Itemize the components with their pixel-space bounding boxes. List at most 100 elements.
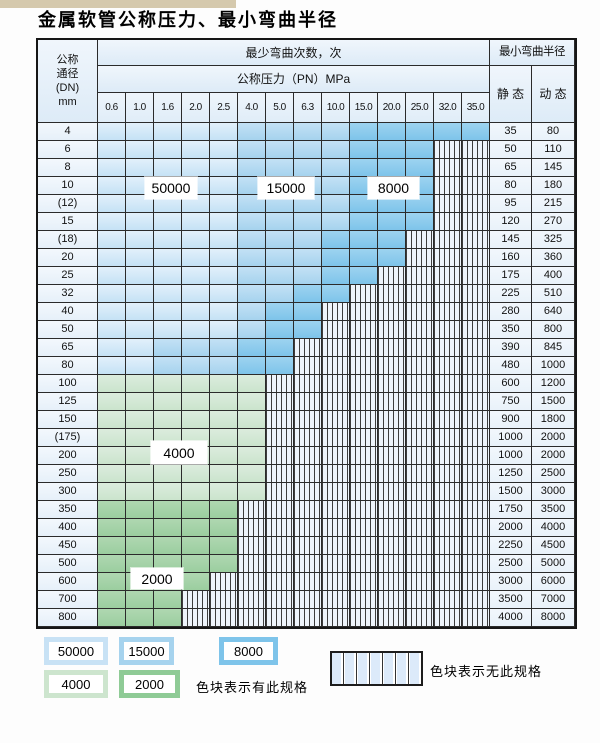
matrix-cell-spec — [294, 267, 322, 285]
matrix-cell-no-spec — [406, 555, 434, 573]
matrix-cell-spec — [294, 141, 322, 159]
zone-label-4000: 4000 — [151, 441, 207, 464]
matrix-cell-no-spec — [294, 339, 322, 357]
matrix-cell-no-spec — [266, 465, 294, 483]
matrix-cell-spec — [294, 159, 322, 177]
matrix-cell-spec — [126, 159, 154, 177]
matrix-cell-spec — [210, 339, 238, 357]
matrix-cell-no-spec — [462, 339, 490, 357]
dynamic-radius-cell: 6000 — [532, 573, 575, 591]
static-radius-cell: 4000 — [490, 609, 532, 627]
static-radius-cell: 1250 — [490, 465, 532, 483]
matrix-cell-spec — [266, 123, 294, 141]
matrix-cell-no-spec — [378, 519, 406, 537]
zone-label-2000: 2000 — [131, 568, 183, 589]
dynamic-radius-cell: 400 — [532, 267, 575, 285]
matrix-cell-spec — [182, 321, 210, 339]
dn-cell: 6 — [38, 141, 98, 159]
matrix-cell-no-spec — [350, 285, 378, 303]
matrix-cell-spec — [406, 159, 434, 177]
dn-cell: 800 — [38, 609, 98, 627]
matrix-cell-spec — [238, 159, 266, 177]
matrix-cell-spec — [154, 411, 182, 429]
matrix-cell-no-spec — [238, 609, 266, 627]
static-radius-cell: 95 — [490, 195, 532, 213]
legend-value-2000: 2000 — [124, 675, 175, 693]
matrix-cell-spec — [238, 267, 266, 285]
pressure-tick: 1.0 — [126, 93, 154, 123]
matrix-cell-no-spec — [378, 465, 406, 483]
matrix-cell-spec — [210, 411, 238, 429]
matrix-cell-no-spec — [378, 501, 406, 519]
matrix-cell-spec — [126, 483, 154, 501]
matrix-cell-spec — [266, 231, 294, 249]
matrix-cell-no-spec — [266, 411, 294, 429]
dn-header-line: mm — [58, 95, 77, 108]
matrix-cell-no-spec — [294, 393, 322, 411]
matrix-cell-no-spec — [266, 429, 294, 447]
static-column-header: 静 态 — [490, 66, 532, 123]
matrix-cell-no-spec — [462, 267, 490, 285]
matrix-cell-spec — [182, 339, 210, 357]
dynamic-radius-cell: 1800 — [532, 411, 575, 429]
matrix-cell-no-spec — [378, 591, 406, 609]
dn-cell: 25 — [38, 267, 98, 285]
matrix-cell-no-spec — [238, 591, 266, 609]
matrix-cell-no-spec — [406, 591, 434, 609]
dn-cell: 65 — [38, 339, 98, 357]
matrix-cell-spec — [154, 303, 182, 321]
dn-cell: 8 — [38, 159, 98, 177]
matrix-cell-spec — [210, 303, 238, 321]
dn-cell: 4 — [38, 123, 98, 141]
matrix-cell-spec — [126, 285, 154, 303]
matrix-cell-spec — [154, 213, 182, 231]
pressure-tick: 1.6 — [154, 93, 182, 123]
matrix-cell-spec — [238, 483, 266, 501]
matrix-cell-spec — [350, 195, 378, 213]
matrix-cell-spec — [378, 231, 406, 249]
matrix-cell-spec — [350, 141, 378, 159]
matrix-cell-spec — [98, 123, 126, 141]
matrix-cell-spec — [294, 249, 322, 267]
nominal-pressure-header: 公称压力（PN）MPa — [98, 66, 490, 93]
dn-cell: 500 — [38, 555, 98, 573]
dn-cell: 32 — [38, 285, 98, 303]
matrix-cell-spec — [126, 609, 154, 627]
matrix-cell-no-spec — [462, 591, 490, 609]
matrix-cell-spec — [238, 375, 266, 393]
matrix-cell-no-spec — [294, 519, 322, 537]
matrix-cell-no-spec — [378, 537, 406, 555]
matrix-cell-spec — [182, 573, 210, 591]
matrix-cell-no-spec — [238, 537, 266, 555]
matrix-cell-no-spec — [462, 573, 490, 591]
dynamic-radius-cell: 5000 — [532, 555, 575, 573]
dynamic-radius-cell: 360 — [532, 249, 575, 267]
static-radius-cell: 1500 — [490, 483, 532, 501]
dynamic-radius-cell: 80 — [532, 123, 575, 141]
matrix-cell-no-spec — [378, 429, 406, 447]
static-radius-cell: 65 — [490, 159, 532, 177]
matrix-cell-no-spec — [406, 339, 434, 357]
matrix-cell-spec — [126, 195, 154, 213]
matrix-cell-spec — [98, 159, 126, 177]
pressure-tick: 6.3 — [294, 93, 322, 123]
matrix-cell-spec — [350, 267, 378, 285]
dynamic-radius-cell: 845 — [532, 339, 575, 357]
matrix-cell-spec — [238, 429, 266, 447]
matrix-cell-spec — [154, 519, 182, 537]
matrix-cell-no-spec — [406, 537, 434, 555]
matrix-cell-spec — [238, 303, 266, 321]
pressure-tick: 2.0 — [182, 93, 210, 123]
static-radius-cell: 1000 — [490, 447, 532, 465]
matrix-cell-spec — [154, 501, 182, 519]
matrix-cell-no-spec — [434, 555, 462, 573]
matrix-cell-spec — [238, 141, 266, 159]
matrix-cell-spec — [98, 537, 126, 555]
matrix-cell-no-spec — [322, 501, 350, 519]
legend-value-8000: 8000 — [224, 642, 273, 660]
matrix-cell-no-spec — [462, 537, 490, 555]
static-radius-cell: 600 — [490, 375, 532, 393]
matrix-cell-spec — [210, 213, 238, 231]
matrix-cell-spec — [238, 195, 266, 213]
static-radius-cell: 175 — [490, 267, 532, 285]
